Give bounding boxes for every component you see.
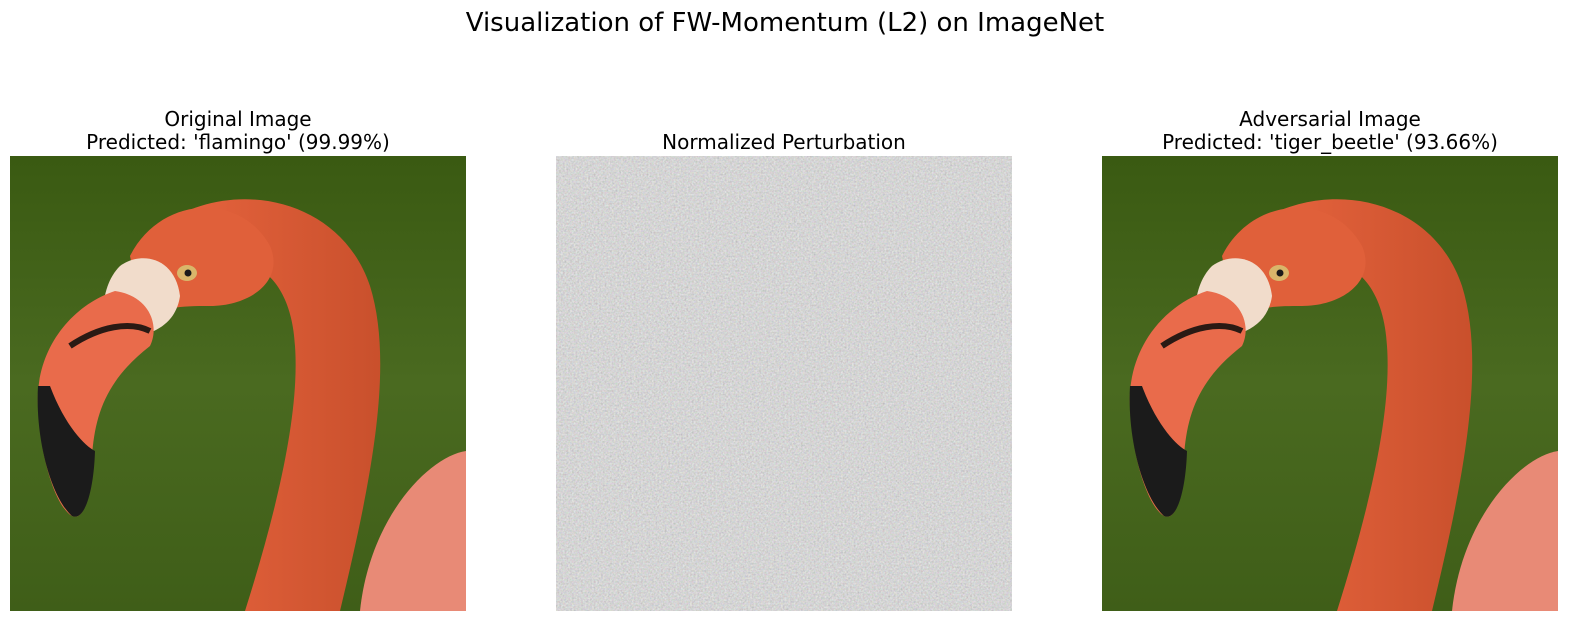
figure-title: Visualization of FW-Momentum (L2) on Ima…	[465, 8, 1105, 38]
adversarial-image	[1102, 156, 1558, 611]
panel-title-adversarial: Adversarial Image Predicted: 'tiger_beet…	[1102, 104, 1558, 154]
panel-title-original: Original Image Predicted: 'flamingo' (99…	[10, 104, 466, 154]
panel-title-line2: Predicted: 'tiger_beetle' (93.66%)	[1162, 130, 1498, 154]
panel-adversarial: Adversarial Image Predicted: 'tiger_beet…	[1102, 104, 1558, 154]
panel-title-perturbation: Normalized Perturbation	[556, 104, 1012, 154]
perturbation-image	[556, 156, 1012, 611]
panel-title-line1: Normalized Perturbation	[662, 130, 906, 154]
panel-title-line1: Original Image	[164, 107, 312, 131]
panel-title-line1: Adversarial Image	[1239, 107, 1421, 131]
panel-original: Original Image Predicted: 'flamingo' (99…	[10, 104, 466, 154]
original-image	[10, 156, 466, 611]
panel-perturbation: Normalized Perturbation	[556, 104, 1012, 154]
panel-title-line2: Predicted: 'flamingo' (99.99%)	[86, 130, 390, 154]
